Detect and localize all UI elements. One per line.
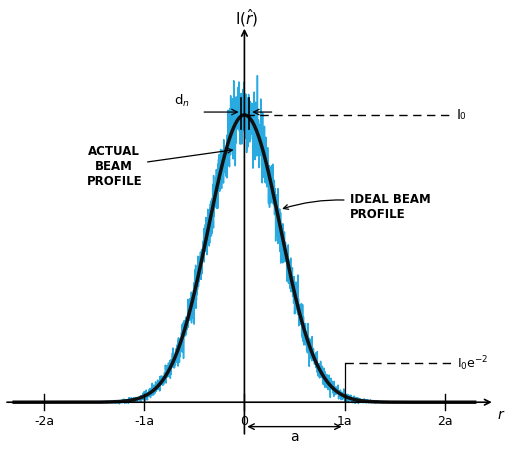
Text: I($\hat{r}$): I($\hat{r}$) bbox=[235, 7, 258, 29]
Text: r: r bbox=[498, 408, 503, 422]
Text: ACTUAL
BEAM
PROFILE: ACTUAL BEAM PROFILE bbox=[86, 145, 232, 188]
Text: a: a bbox=[290, 430, 299, 444]
Text: d$_n$: d$_n$ bbox=[174, 93, 189, 108]
Text: -1a: -1a bbox=[134, 415, 154, 428]
Text: 1a: 1a bbox=[337, 415, 353, 428]
Text: I₀: I₀ bbox=[457, 108, 466, 122]
Text: 2a: 2a bbox=[437, 415, 453, 428]
Text: I$_0$e$^{-2}$: I$_0$e$^{-2}$ bbox=[457, 354, 488, 373]
Text: 0: 0 bbox=[240, 415, 248, 428]
Text: IDEAL BEAM
PROFILE: IDEAL BEAM PROFILE bbox=[283, 193, 430, 221]
Text: -2a: -2a bbox=[34, 415, 54, 428]
